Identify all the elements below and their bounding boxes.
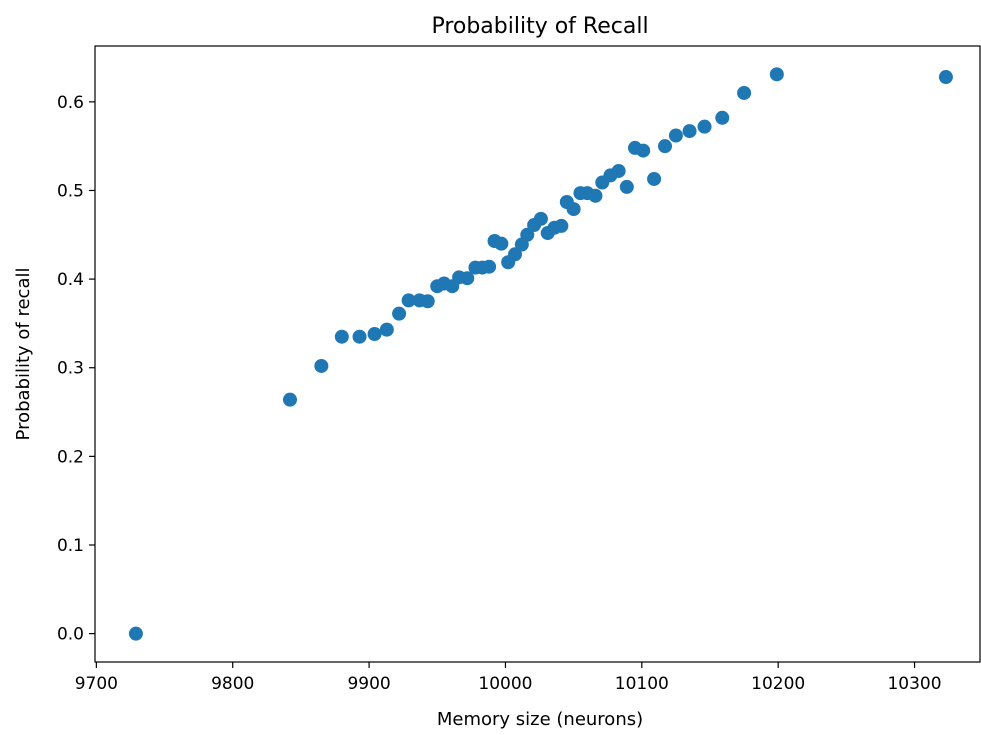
y-tick-label: 0.3 — [57, 359, 84, 379]
x-tick-label: 10300 — [887, 674, 941, 694]
data-point-24 — [520, 227, 535, 242]
y-tick-label: 0.1 — [57, 536, 84, 556]
x-tick-label: 10000 — [478, 674, 532, 694]
data-point-37 — [611, 163, 626, 178]
data-point-46 — [715, 110, 730, 125]
data-point-41 — [647, 171, 662, 186]
data-point-40 — [636, 143, 651, 158]
x-tick-label: 10100 — [615, 674, 669, 694]
data-point-26 — [533, 211, 548, 226]
data-point-6 — [379, 322, 394, 337]
data-point-38 — [619, 179, 634, 194]
data-point-0 — [128, 626, 143, 641]
x-axis-label: Memory size (neurons) — [437, 709, 643, 730]
data-point-8 — [401, 293, 416, 308]
y-tick-label: 0.4 — [57, 270, 84, 290]
x-tick-label: 9900 — [347, 674, 390, 694]
data-point-29 — [554, 218, 569, 233]
data-point-48 — [769, 67, 784, 82]
data-point-31 — [566, 202, 581, 217]
y-tick-label: 0.2 — [57, 447, 84, 467]
data-point-5 — [367, 327, 382, 342]
data-point-10 — [420, 294, 435, 309]
data-point-4 — [352, 329, 367, 344]
data-point-18 — [482, 259, 497, 274]
data-point-34 — [588, 188, 603, 203]
data-point-15 — [460, 271, 475, 286]
data-point-3 — [334, 329, 349, 344]
x-tick-label: 10200 — [751, 674, 805, 694]
data-point-2 — [314, 358, 329, 373]
plot-frame — [94, 45, 981, 663]
data-point-45 — [697, 119, 712, 134]
chart-title: Probability of Recall — [431, 14, 648, 39]
data-point-20 — [494, 236, 509, 251]
plot-area — [128, 67, 953, 641]
y-tick-label: 0.5 — [57, 181, 84, 201]
data-point-49 — [938, 70, 953, 85]
data-point-22 — [508, 247, 522, 262]
y-tick-label: 0.0 — [57, 625, 84, 645]
y-tick-label: 0.6 — [57, 93, 84, 113]
data-point-44 — [682, 124, 697, 139]
data-point-7 — [392, 306, 407, 321]
data-point-1 — [283, 392, 297, 407]
data-point-43 — [668, 128, 683, 143]
y-axis: 0.0 0.1 0.2 0.3 0.4 0.5 0.6 — [57, 93, 95, 645]
data-point-42 — [658, 139, 672, 154]
x-tick-label: 9700 — [75, 674, 118, 694]
y-axis-label: Probability of recall — [13, 268, 34, 441]
x-tick-label: 9800 — [211, 674, 254, 694]
data-point-47 — [737, 85, 752, 100]
x-axis: 9700 9800 9900 10000 10100 10200 10300 — [75, 662, 942, 694]
